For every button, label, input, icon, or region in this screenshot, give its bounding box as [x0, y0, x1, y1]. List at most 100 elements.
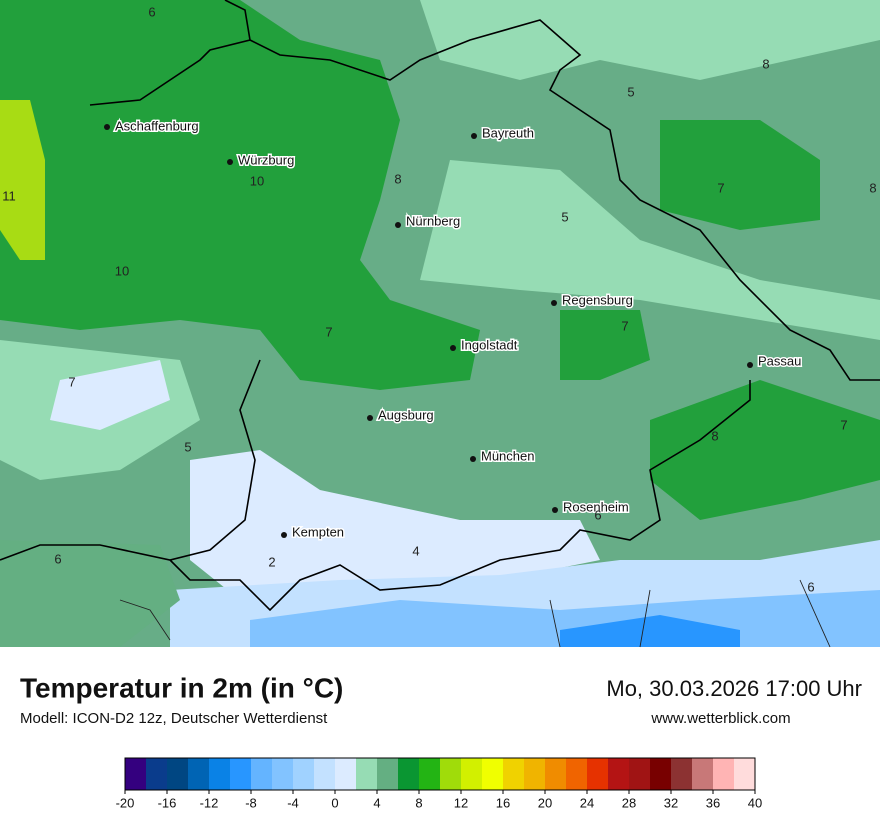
- colorbar-cell: [356, 758, 377, 790]
- colorbar-cell: [188, 758, 209, 790]
- colorbar-cell: [734, 758, 755, 790]
- isoline-label: 6: [148, 4, 155, 19]
- colorbar-frame: [124, 757, 756, 791]
- isoline-labels: 6 5 8 8 10 11 5 7 8 10 7 7 7 5 8 7 6 4 2…: [2, 4, 876, 594]
- city-dot: [450, 345, 456, 351]
- city-dot: [551, 300, 557, 306]
- colorbar-tick-label: -16: [158, 795, 177, 810]
- isoline-label: 6: [807, 579, 814, 594]
- colorbar-cell: [335, 758, 356, 790]
- website: www.wetterblick.com: [650, 710, 790, 727]
- colorbar-tick-label: 16: [496, 795, 510, 810]
- colorbar-cell: [692, 758, 713, 790]
- colorbar-cell: [146, 758, 167, 790]
- city-label: Aschaffenburg: [115, 118, 199, 133]
- map: [0, 0, 880, 648]
- isoline-label: 8: [762, 56, 769, 71]
- city-dot: [395, 222, 401, 228]
- colorbar: -20 -16 -12 -8 -4 0 4 8 12 16 20 24 28 32 36 40: [116, 757, 762, 810]
- map-area: [420, 160, 880, 340]
- colorbar-cell: [524, 758, 545, 790]
- border: [119, 579, 831, 648]
- isoline-label: 8: [869, 180, 876, 195]
- colorbar-tick-label: -20: [116, 795, 135, 810]
- city-dot: [470, 456, 476, 462]
- isoline-label: 7: [840, 417, 847, 432]
- city-label: Bayreuth: [482, 125, 534, 140]
- city-dot: [227, 159, 233, 165]
- city-dot: [367, 415, 373, 421]
- city-label: München: [481, 448, 534, 463]
- colorbar-tick-label: -4: [287, 795, 299, 810]
- city-label: Kempten: [292, 524, 344, 539]
- map-area: [650, 380, 880, 520]
- colorbar-tick-label: -12: [200, 795, 219, 810]
- map-area: [560, 615, 740, 647]
- colorbar-cell: [461, 758, 482, 790]
- colorbar-cell: [545, 758, 566, 790]
- city-label: Regensburg: [562, 292, 633, 307]
- map-area: [0, 540, 180, 647]
- city-label: Würzburg: [238, 152, 294, 167]
- city-dot: [104, 124, 110, 130]
- city-dot: [281, 532, 287, 538]
- colorbar-cell: [629, 758, 650, 790]
- isoline-label: 5: [561, 209, 568, 224]
- colorbar-cell: [650, 758, 671, 790]
- border: [0, 359, 751, 612]
- colorbar-tick-label: 28: [622, 795, 636, 810]
- colorbar-cell: [608, 758, 629, 790]
- colorbar-cell: [251, 758, 272, 790]
- colorbar-tick-label: 8: [415, 795, 422, 810]
- colorbar-tick-label: 24: [580, 795, 594, 810]
- colorbar-cell: [566, 758, 587, 790]
- colorbar-cell: [125, 758, 146, 790]
- map-subtitle: Modell: ICON-D2 12z, Deutscher Wetterdie…: [20, 710, 328, 727]
- colorbar-cell: [482, 758, 503, 790]
- border: [89, 0, 880, 381]
- isoline-label: 7: [325, 324, 332, 339]
- city-label: Augsburg: [378, 407, 434, 422]
- colorbar-cell: [314, 758, 335, 790]
- colorbar-tick-label: 4: [373, 795, 380, 810]
- map-title: Temperatur in 2m (in °C): [20, 672, 343, 703]
- colorbar-cell: [440, 758, 461, 790]
- city-dot: [552, 507, 558, 513]
- colorbar-tick-label: 32: [664, 795, 678, 810]
- map-area: [0, 0, 480, 390]
- colorbar-tick-label: -8: [245, 795, 257, 810]
- colorbar-cell: [671, 758, 692, 790]
- colorbar-tick-label: 20: [538, 795, 552, 810]
- city-dot: [747, 362, 753, 368]
- isoline-label: 2: [268, 554, 275, 569]
- isoline-label: 10: [115, 263, 129, 278]
- city-label: Rosenheim: [563, 499, 629, 514]
- isoline-label: 5: [627, 84, 634, 99]
- colorbar-cell: [377, 758, 398, 790]
- colorbar-cell: [293, 758, 314, 790]
- footer: Temperatur in 2m (in °C) Modell: ICON-D2…: [20, 672, 862, 727]
- city-label: Nürnberg: [406, 213, 460, 228]
- map-area: [50, 360, 170, 430]
- map-area: [420, 0, 880, 80]
- map-area: [190, 450, 600, 600]
- colorbar-cell: [713, 758, 734, 790]
- colorbar-tick-label: 0: [331, 795, 338, 810]
- city-label: Ingolstadt: [461, 337, 518, 352]
- colorbar-tick-label: 36: [706, 795, 720, 810]
- isoline-label: 7: [68, 374, 75, 389]
- colorbar-cell: [419, 758, 440, 790]
- map-area: [0, 100, 45, 260]
- map-datetime: Mo, 30.03.2026 17:00 Uhr: [606, 676, 862, 701]
- city-label: Passau: [758, 353, 801, 368]
- map-area: [660, 120, 820, 230]
- isoline-label: 7: [621, 318, 628, 333]
- isoline-label: 8: [711, 428, 718, 443]
- isoline-label: 6: [54, 551, 61, 566]
- map-area: [560, 310, 650, 380]
- colorbar-cell: [230, 758, 251, 790]
- colorbar-cell: [587, 758, 608, 790]
- colorbar-cell: [209, 758, 230, 790]
